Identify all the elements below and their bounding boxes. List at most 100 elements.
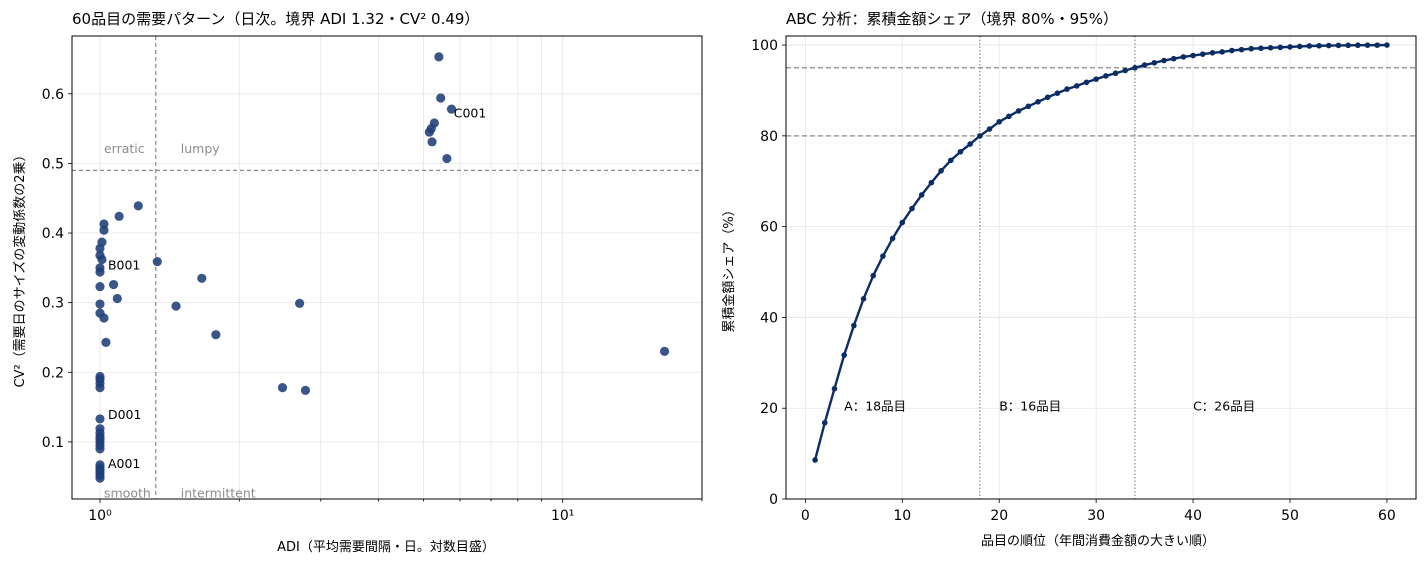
cumulative-share-point xyxy=(1345,42,1351,49)
cumulative-share-point xyxy=(996,118,1003,125)
cumulative-share-point xyxy=(1335,42,1342,49)
scatter-point xyxy=(95,460,105,470)
right-plot-frame xyxy=(785,35,1417,500)
cumulative-share-point xyxy=(841,352,847,358)
left-x-axis-label: ADI（平均需要間隔・日。対数目盛） xyxy=(277,540,495,555)
right-x-tick-label: 10 xyxy=(893,508,911,524)
right-y-tick-label: 60 xyxy=(760,220,778,236)
scatter-point xyxy=(429,118,439,128)
cumulative-share-point xyxy=(1190,52,1196,59)
right-x-tick-label: 20 xyxy=(990,508,1008,524)
right-y-tick-label: 0 xyxy=(769,492,778,508)
cumulative-share-point xyxy=(1112,70,1119,77)
cumulative-share-point xyxy=(899,219,906,226)
scatter-point xyxy=(97,237,107,247)
scatter-point xyxy=(300,385,311,395)
region-label-erratic: erratic xyxy=(104,141,145,156)
class-count-label: A：18品目 xyxy=(844,398,906,413)
left-y-tick-label: 0.6 xyxy=(42,87,64,103)
cumulative-share-point xyxy=(870,272,877,279)
scatter-point xyxy=(436,93,446,103)
left-y-tick-label: 0.1 xyxy=(42,435,64,451)
cumulative-share-point xyxy=(1025,103,1032,110)
scatter-point xyxy=(114,211,124,221)
right-y-tick-label: 40 xyxy=(760,310,778,326)
cumulative-share-point xyxy=(986,126,993,132)
cumulative-share-point xyxy=(1161,57,1167,64)
cumulative-share-point xyxy=(1141,62,1148,68)
scatter-points xyxy=(95,52,670,483)
cumulative-share-point xyxy=(1267,45,1274,51)
scatter-point xyxy=(95,263,105,273)
scatter-point xyxy=(197,273,207,283)
scatter-point xyxy=(152,256,162,267)
cumulative-share-point xyxy=(821,419,828,426)
right-x-tick-label: 30 xyxy=(1087,508,1105,524)
cumulative-share-point xyxy=(1229,47,1235,54)
cumulative-share-point xyxy=(1316,42,1322,49)
cumulative-share-point xyxy=(1093,76,1099,82)
region-label-intermittent: intermittent xyxy=(181,486,256,501)
right-y-axis-label: 累積金額シェア（%） xyxy=(721,203,737,332)
right-x-axis-label: 品目の順位（年間消費金額の大きい順） xyxy=(981,533,1215,549)
left-x-tick-label: 10¹ xyxy=(551,508,574,524)
class-count-label: C：26品目 xyxy=(1193,398,1255,413)
cumulative-share-point xyxy=(947,157,954,164)
scatter-point xyxy=(97,254,107,265)
cumulative-share-point xyxy=(1355,42,1361,49)
scatter-point xyxy=(95,299,105,309)
cumulative-share-point xyxy=(938,168,944,174)
scatter-point xyxy=(99,219,109,229)
cumulative-share-point xyxy=(1238,46,1245,53)
cumulative-share-point xyxy=(1209,49,1216,56)
scatter-point xyxy=(427,137,437,147)
cumulative-share-point xyxy=(1325,42,1332,49)
cumulative-share-point xyxy=(1035,99,1041,105)
cumulative-share-point xyxy=(1306,43,1313,49)
cumulative-share-point xyxy=(1287,44,1293,50)
scatter-point xyxy=(95,371,105,382)
left-y-tick-label: 0.3 xyxy=(42,296,64,312)
scatter-point xyxy=(659,346,670,356)
cumulative-share-point xyxy=(880,253,886,259)
right-y-tick-label: 80 xyxy=(760,129,778,145)
cumulative-share-point xyxy=(1044,94,1051,101)
cumulative-share-point xyxy=(1132,64,1138,71)
left-y-axis-label: CV²（需要日のサイズの変動係数の2乗） xyxy=(12,148,28,387)
cumulative-share-point xyxy=(977,133,983,139)
cumulative-share-point xyxy=(889,235,896,242)
scatter-point xyxy=(95,414,105,424)
left-plot-frame xyxy=(71,35,703,500)
cumulative-share-point xyxy=(1054,90,1061,96)
left-chart-title: 60品目の需要パターン（日次。境界 ADI 1.32・CV² 0.49） xyxy=(72,10,479,28)
right-chart-title: ABC 分析：累積金額シェア（境界 80%・95%） xyxy=(786,10,1118,28)
scatter-point xyxy=(171,301,181,311)
cumulative-share-point xyxy=(812,457,818,463)
right-grid xyxy=(786,36,1416,500)
scatter-point xyxy=(211,330,221,340)
cumulative-share-point xyxy=(1296,43,1303,50)
item-annotation-C001: C001 xyxy=(454,106,487,121)
cumulative-share-point xyxy=(928,179,935,186)
cumulative-share-point xyxy=(860,296,867,302)
region-label-smooth: smooth xyxy=(104,486,151,501)
cumulative-share-point xyxy=(831,385,838,392)
item-annotation-D001: D001 xyxy=(108,407,141,422)
cumulative-share-point xyxy=(1103,73,1109,79)
scatter-point xyxy=(277,383,288,393)
cumulative-share-point xyxy=(909,205,915,212)
right-y-tick-label: 100 xyxy=(751,38,778,54)
left-x-tick-label: 10⁰ xyxy=(88,508,112,524)
cumulative-share-point xyxy=(967,141,973,147)
cumulative-share-point xyxy=(957,148,964,155)
right-x-tick-label: 50 xyxy=(1281,508,1299,524)
scatter-point xyxy=(112,293,122,304)
cumulative-share-point xyxy=(1170,55,1177,62)
cumulative-share-point xyxy=(1006,113,1012,120)
scatter-point xyxy=(294,298,305,308)
cumulative-share-point xyxy=(1122,67,1129,74)
left-y-tick-label: 0.2 xyxy=(42,365,64,381)
item-annotation-B001: B001 xyxy=(108,257,140,272)
